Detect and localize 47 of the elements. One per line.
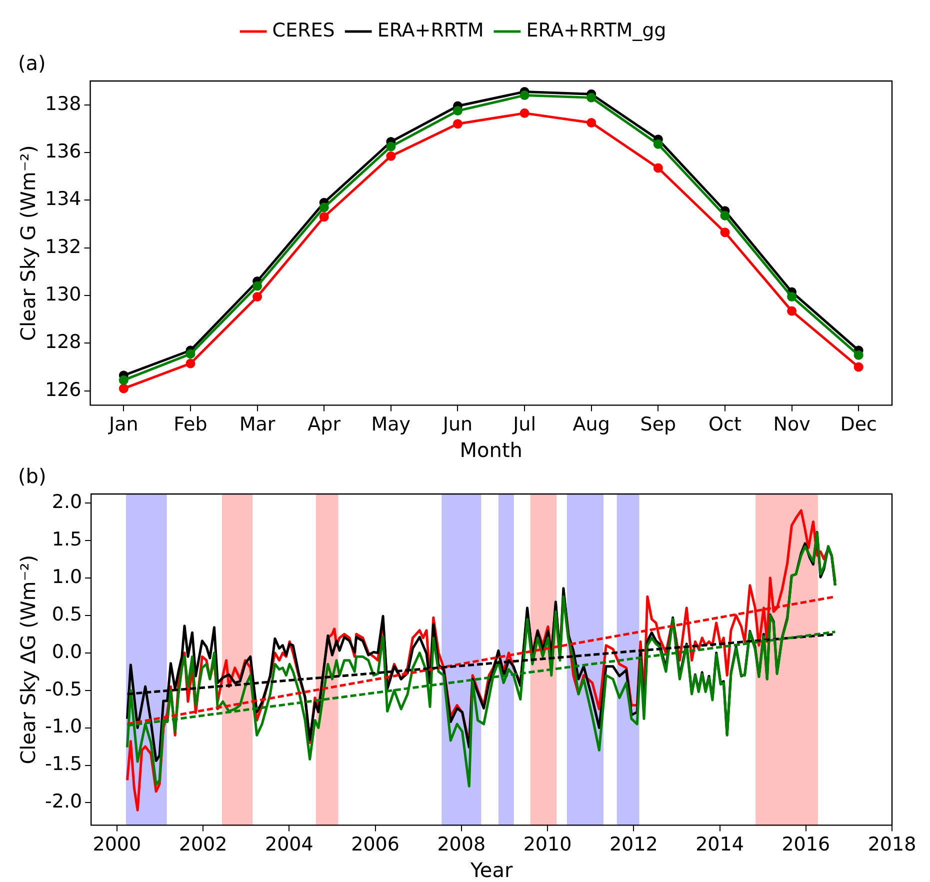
x-axis-title: Month (460, 438, 522, 462)
x-tick-label: Nov (773, 414, 810, 436)
y-tick-label: 128 (45, 331, 82, 354)
legend-label: ERA+RRTM_gg (526, 19, 666, 42)
legend-label: ERA+RRTM (377, 19, 484, 42)
x-tick-label: 2018 (868, 834, 916, 856)
x-tick-label: 2004 (264, 834, 314, 856)
x-tick-label: Feb (174, 414, 208, 436)
x-tick-label: 2008 (437, 834, 486, 856)
x-tick-label: Jan (108, 414, 138, 436)
x-tick-label: Apr (308, 414, 341, 436)
y-tick-label: 126 (45, 378, 82, 401)
y-tick-label: 2.0 (52, 490, 82, 513)
y-tick-label: 134 (45, 188, 82, 210)
y-tick-label: 138 (45, 92, 82, 115)
y-tick-label: 136 (45, 140, 82, 162)
x-tick-label: 2010 (523, 834, 572, 856)
x-tick-label: 2002 (178, 834, 228, 856)
y-tick-label: -0.5 (44, 678, 82, 700)
x-tick-label: Oct (708, 414, 742, 436)
y-axis-title: Clear Sky ΔG (Wm⁻²) (16, 554, 40, 764)
x-tick-label: Jul (512, 414, 536, 436)
y-tick-label: -2.0 (44, 790, 82, 813)
x-tick-label: 2014 (696, 834, 744, 856)
x-tick-label: 2016 (782, 834, 830, 856)
x-tick-label: Dec (840, 414, 877, 436)
x-tick-label: May (371, 414, 411, 436)
y-tick-label: 1.5 (52, 528, 82, 550)
y-tick-label: 0.0 (52, 640, 82, 663)
y-tick-label: -1.0 (44, 716, 82, 738)
x-tick-label: Sep (640, 414, 676, 436)
x-tick-label: Aug (572, 414, 610, 436)
x-tick-label: 2000 (92, 834, 142, 856)
x-tick-label: 2006 (351, 834, 400, 856)
y-tick-label: 0.5 (52, 603, 82, 626)
x-axis-title: Year (469, 858, 514, 882)
x-tick-label: Mar (239, 414, 276, 436)
x-tick-label: 2012 (609, 834, 658, 856)
y-tick-label: 130 (45, 283, 82, 306)
y-tick-label: -1.5 (44, 753, 82, 776)
legend-label: CERES (272, 19, 335, 42)
chart-title: (a) (18, 51, 46, 76)
y-tick-label: 132 (45, 236, 82, 258)
y-tick-label: 1.0 (52, 566, 82, 588)
chart-title: (b) (18, 464, 46, 488)
y-axis-title: Clear Sky G (Wm⁻²) (16, 145, 40, 341)
x-tick-label: Jun (442, 414, 473, 436)
